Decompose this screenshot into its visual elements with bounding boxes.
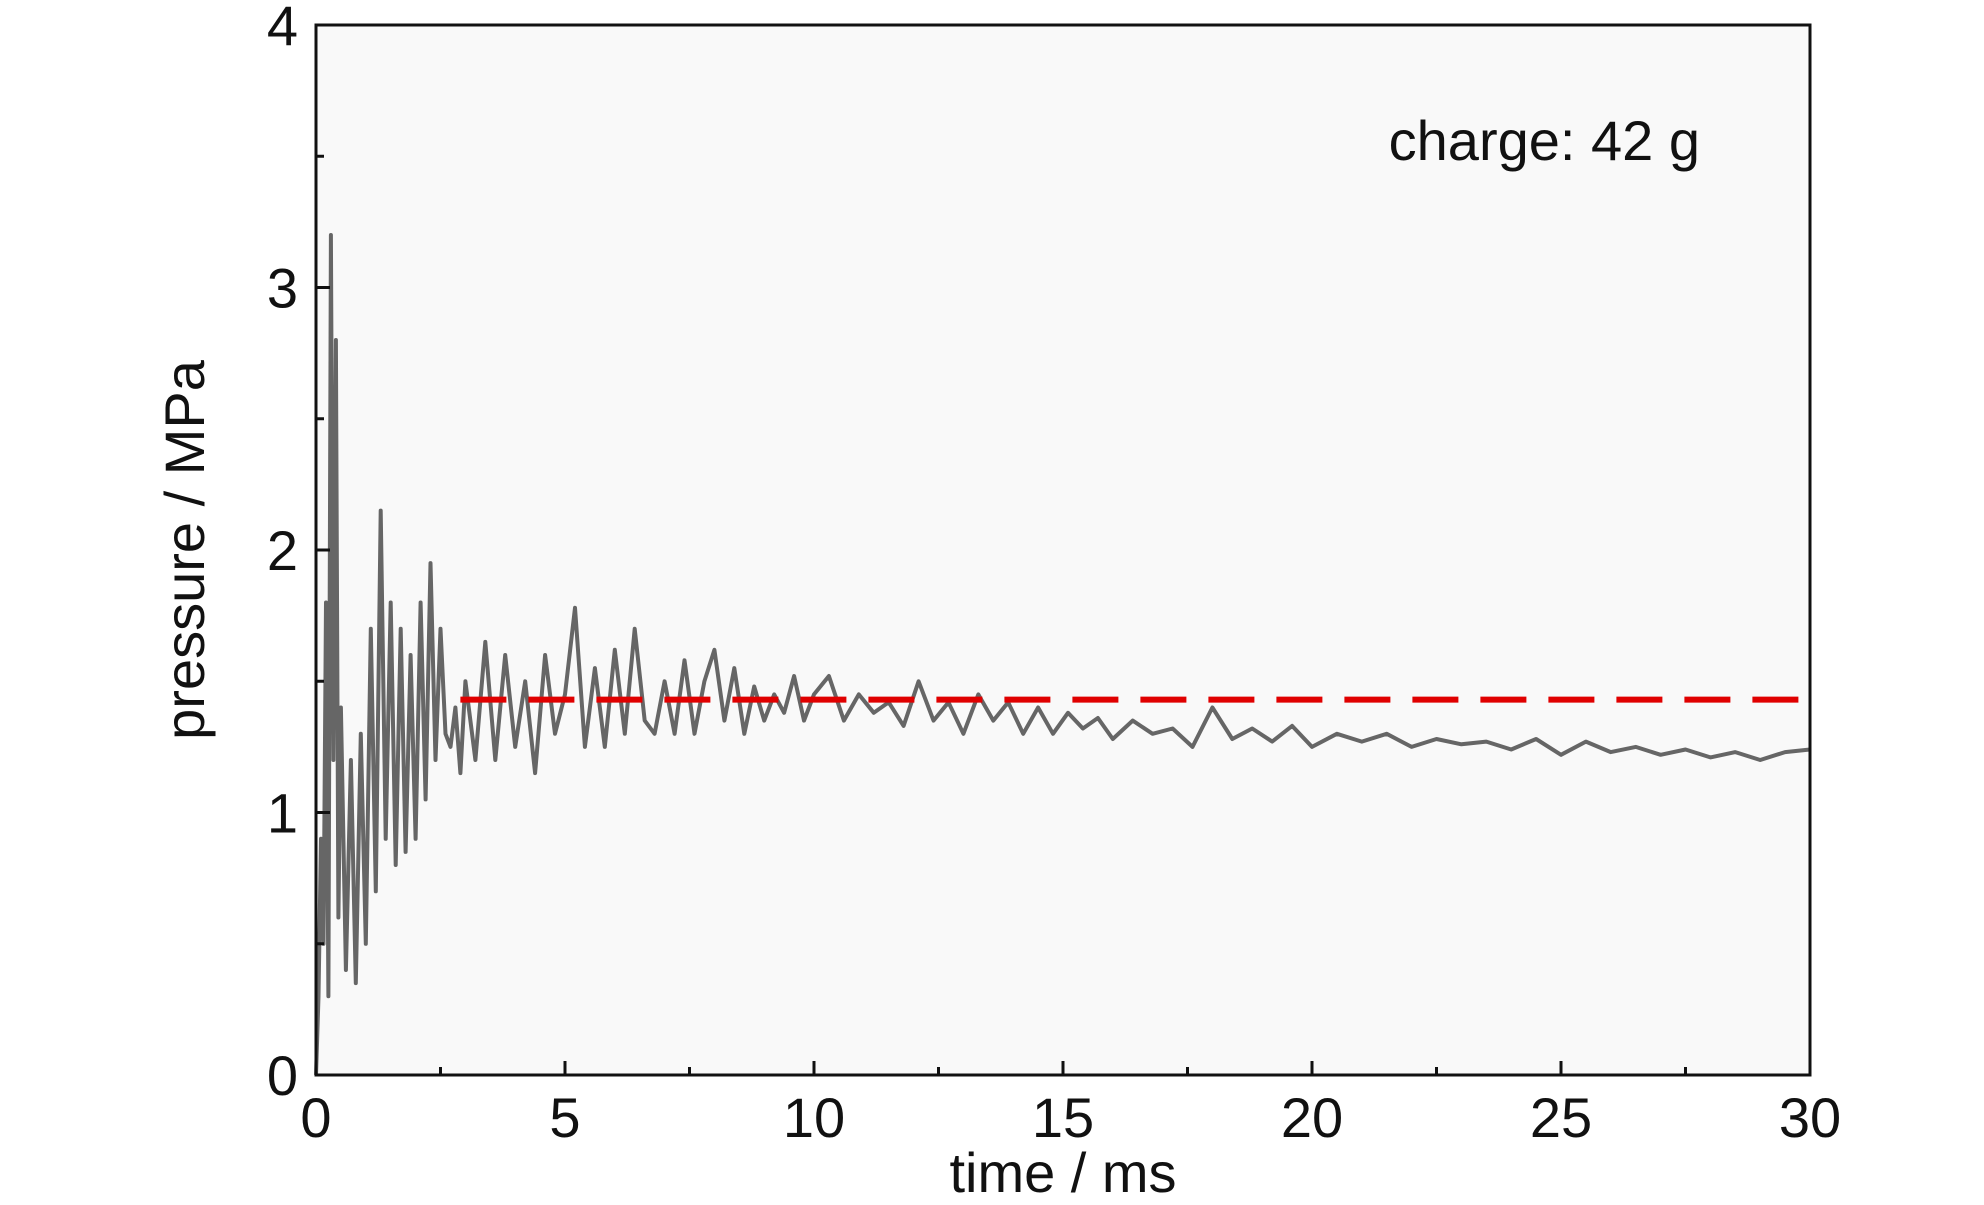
- y-axis-title: pressure / MPa: [153, 359, 216, 740]
- y-tick-label: 4: [267, 0, 298, 57]
- x-tick-label: 15: [1032, 1086, 1094, 1149]
- series-layer: [314, 233, 1811, 1076]
- x-tick-label: 10: [783, 1086, 845, 1149]
- y-tick-label: 1: [267, 782, 298, 845]
- y-tick-label: 0: [267, 1044, 298, 1107]
- x-tick-label: 30: [1779, 1086, 1841, 1149]
- x-axis-title: time / ms: [949, 1141, 1176, 1204]
- ticks-layer: 0 5 10 15 20 25 30 0 1 2 3 4: [267, 0, 1841, 1149]
- charge-annotation: charge: 42 g: [1389, 109, 1700, 172]
- plot-area: [316, 25, 1810, 1075]
- pressure-trace-line: [314, 233, 1811, 1076]
- x-tick-label: 0: [300, 1086, 331, 1149]
- x-tick-label: 5: [549, 1086, 580, 1149]
- x-tick-label: 25: [1530, 1086, 1592, 1149]
- y-tick-label: 2: [267, 519, 298, 582]
- y-tick-label: 3: [267, 257, 298, 320]
- x-tick-label: 20: [1281, 1086, 1343, 1149]
